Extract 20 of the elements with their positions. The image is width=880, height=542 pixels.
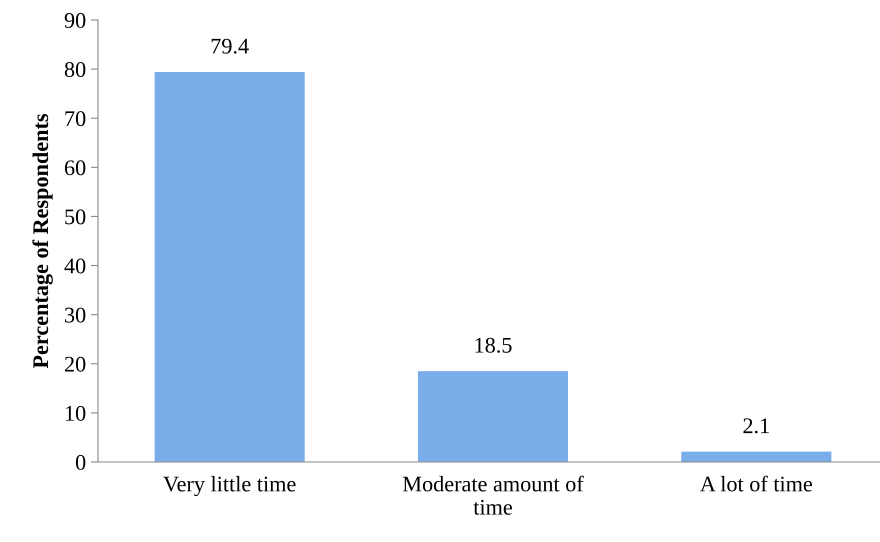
y-tick-label: 90 bbox=[64, 12, 86, 28]
bar bbox=[681, 452, 832, 462]
y-axis-title: Percentage of Respondents bbox=[32, 114, 53, 368]
y-tick-label: 70 bbox=[65, 111, 86, 126]
bar bbox=[418, 371, 568, 462]
data-label: 18.5 bbox=[476, 338, 512, 353]
y-tick-label: 10 bbox=[66, 406, 86, 421]
y-tick-label: 20 bbox=[64, 356, 86, 372]
x-tick-label: Moderate amount of time bbox=[402, 476, 584, 515]
y-tick-label: 60 bbox=[64, 160, 86, 176]
y-tick-label: 50 bbox=[65, 209, 86, 224]
y-tick-label: 0 bbox=[76, 454, 86, 470]
x-tick-label: Very little time bbox=[163, 476, 296, 496]
y-tick-label: 30 bbox=[65, 308, 86, 323]
data-label: 2.1 bbox=[743, 418, 769, 434]
y-tick-label: 40 bbox=[64, 258, 86, 274]
y-tick-label: 80 bbox=[64, 62, 86, 78]
bar bbox=[154, 72, 305, 462]
data-label: 79.4 bbox=[212, 38, 249, 54]
x-tick-label: A lot of time bbox=[700, 476, 812, 492]
